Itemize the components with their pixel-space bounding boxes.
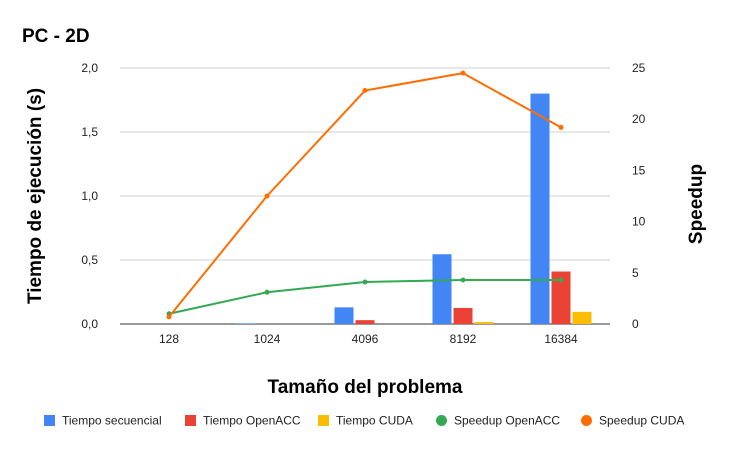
bar xyxy=(334,307,354,324)
bar xyxy=(474,322,494,324)
legend-label: Speedup CUDA xyxy=(599,414,684,428)
y2-tick-label: 10 xyxy=(632,215,646,229)
y-tick-label: 0,5 xyxy=(81,253,98,267)
legend-swatch xyxy=(185,415,196,426)
y2-axis-title: Speedup xyxy=(686,164,707,244)
series-point xyxy=(558,277,564,283)
bar xyxy=(355,320,375,324)
bar xyxy=(572,311,592,324)
lines xyxy=(166,70,564,320)
grid-lines xyxy=(120,67,610,325)
legend-swatch xyxy=(44,415,55,426)
series-point xyxy=(264,289,270,295)
series-point xyxy=(460,277,466,283)
x-tick-label: 1024 xyxy=(254,332,281,346)
series-line xyxy=(168,278,561,315)
y-tick-label: 2,0 xyxy=(81,61,98,75)
bar xyxy=(453,308,473,324)
x-tick-label: 4096 xyxy=(352,332,379,346)
y2-tick-label: 25 xyxy=(632,61,646,75)
bar xyxy=(551,271,571,324)
y2-tick-label: 15 xyxy=(632,163,646,177)
legend-swatch xyxy=(436,415,447,426)
x-tick-label: 8192 xyxy=(450,332,477,346)
series-point xyxy=(558,124,564,130)
y-tick-label: 0,0 xyxy=(81,317,98,331)
series-point xyxy=(362,88,368,94)
y-tick-label: 1,5 xyxy=(81,125,98,139)
y2-tick-label: 20 xyxy=(632,112,646,126)
legend-label: Tiempo OpenACC xyxy=(203,414,301,428)
series-point xyxy=(166,314,172,320)
bar xyxy=(432,254,452,324)
chart-title: PC - 2D xyxy=(22,26,90,47)
legend-swatch xyxy=(318,415,329,426)
bars xyxy=(236,93,592,324)
bar xyxy=(530,93,550,324)
x-tick-label: 16384 xyxy=(544,332,578,346)
y2-tick-label: 5 xyxy=(632,266,639,280)
right-axis-ticks: 0 5 10 15 20 25 xyxy=(632,61,646,331)
legend[interactable]: Tiempo secuencial Tiempo OpenACC Tiempo CU… xyxy=(44,414,684,428)
y-axis-title: Tiempo de ejecución (s) xyxy=(25,88,46,304)
legend-swatch xyxy=(581,415,592,426)
series-point xyxy=(264,193,270,199)
x-tick-label: 128 xyxy=(159,332,179,346)
x-axis-title: Tamaño del problema xyxy=(268,377,463,398)
legend-label: Speedup OpenACC xyxy=(454,414,560,428)
legend-label: Tiempo secuencial xyxy=(62,414,162,428)
bar xyxy=(236,323,256,324)
y-tick-label: 1,0 xyxy=(81,189,98,203)
series-point xyxy=(362,279,368,285)
series-point xyxy=(460,70,466,76)
y2-tick-label: 0 xyxy=(632,317,639,331)
x-axis-ticks: 128 1024 4096 8192 16384 xyxy=(159,332,578,346)
legend-label: Tiempo CUDA xyxy=(336,414,413,428)
left-axis-ticks: 0,0 0,5 1,0 1,5 2,0 xyxy=(81,61,98,331)
